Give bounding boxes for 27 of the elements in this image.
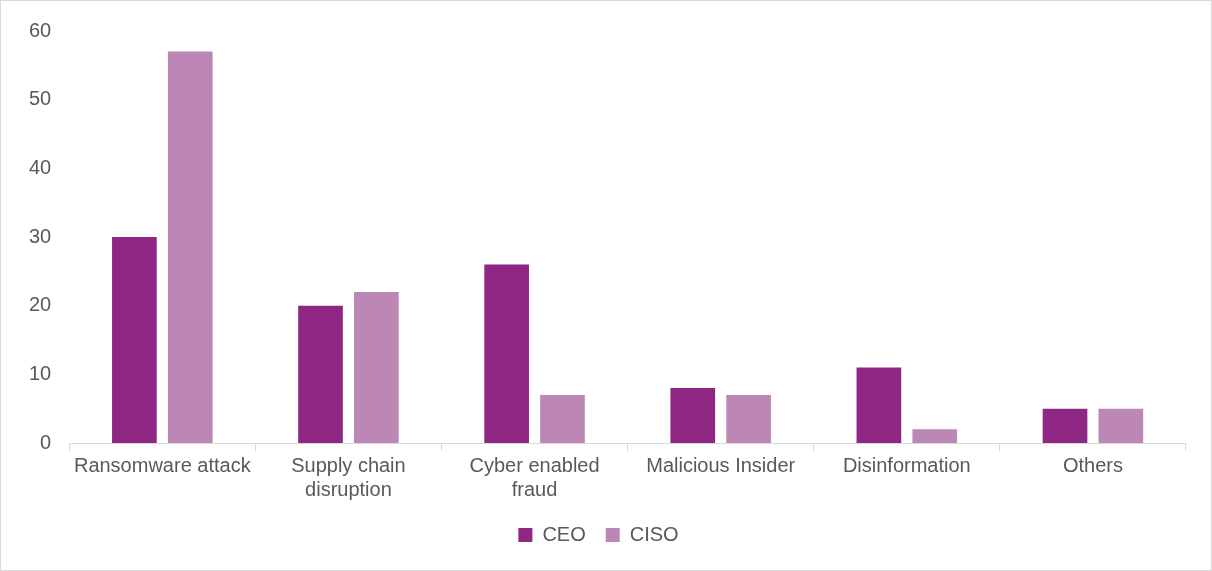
bar — [112, 237, 157, 443]
y-tick-label: 20 — [29, 293, 52, 316]
bar — [540, 394, 585, 443]
bar — [167, 51, 213, 443]
x-tick-label: Ransomware attack — [73, 453, 252, 476]
bar — [856, 367, 902, 443]
bar — [726, 394, 771, 443]
bar — [298, 305, 343, 443]
x-tick-label: Cyber enabled fraud — [469, 453, 600, 500]
y-tick-label: 50 — [29, 87, 52, 110]
bar — [484, 264, 529, 443]
y-tick-label: 10 — [29, 361, 52, 384]
y-tick-label: 0 — [40, 430, 52, 453]
bar — [1098, 408, 1144, 443]
bar — [912, 429, 958, 443]
bar — [670, 388, 716, 443]
legend-label: CISO — [629, 522, 679, 545]
legend-label: CEO — [542, 522, 586, 545]
x-tick-label: Disinformation — [842, 453, 971, 476]
y-tick-label: 40 — [29, 155, 52, 178]
x-tick-label: Malicious Insider — [646, 453, 796, 476]
x-tick-label: Others — [1062, 453, 1123, 476]
bar — [1042, 408, 1088, 443]
y-tick-label: 30 — [29, 224, 52, 247]
y-tick-label: 60 — [29, 18, 52, 41]
bar — [354, 291, 399, 443]
x-tick-label: Supply chain disruption — [291, 453, 406, 500]
